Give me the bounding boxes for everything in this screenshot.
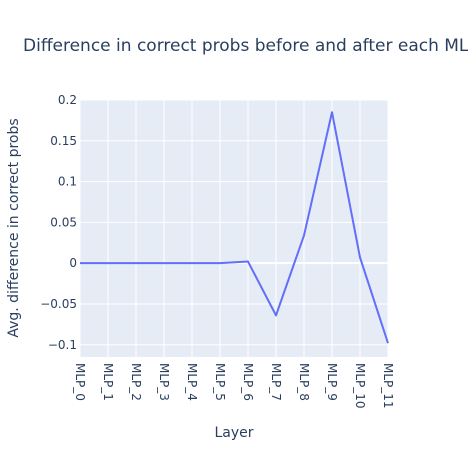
y-tick-label: −0.1 bbox=[48, 338, 77, 352]
grid-lines bbox=[79, 99, 389, 357]
y-tick-label: 0.2 bbox=[58, 93, 77, 107]
x-tick-labels: MLP_0 MLP_1 MLP_2 MLP_3 MLP_4 MLP_5 MLP_6 MLP_7… bbox=[73, 363, 395, 409]
x-tick-label: MLP_0 bbox=[73, 363, 87, 401]
y-tick-labels: −0.1 −0.05 0 0.05 0.1 0.15 0.2 bbox=[40, 93, 77, 352]
x-tick-label: MLP_5 bbox=[213, 363, 227, 401]
y-tick-label: 0.05 bbox=[50, 215, 77, 229]
series-line bbox=[80, 111, 389, 344]
plot-area bbox=[80, 100, 388, 357]
x-axis-title: Layer bbox=[214, 425, 253, 441]
x-tick-label: MLP_7 bbox=[269, 363, 283, 401]
y-tick-label: −0.05 bbox=[40, 297, 77, 311]
x-tick-label: MLP_3 bbox=[157, 363, 171, 401]
x-tick-label: MLP_11 bbox=[381, 363, 395, 409]
y-tick-label: 0.1 bbox=[58, 175, 77, 189]
y-tick-label: 0 bbox=[69, 256, 77, 270]
chart-title: Difference in correct probs before and a… bbox=[23, 36, 468, 56]
x-tick-label: MLP_2 bbox=[129, 363, 143, 401]
x-tick-label: MLP_1 bbox=[101, 363, 115, 401]
x-tick-label: MLP_10 bbox=[353, 363, 367, 409]
x-tick-label: MLP_4 bbox=[185, 363, 199, 401]
x-tick-label: MLP_6 bbox=[241, 363, 255, 401]
x-tick-label: MLP_9 bbox=[325, 363, 339, 401]
y-tick-label: 0.15 bbox=[50, 134, 77, 148]
series-layer bbox=[80, 111, 389, 344]
x-tick-label: MLP_8 bbox=[297, 363, 311, 401]
y-axis-title: Avg. difference in correct probs bbox=[6, 118, 22, 337]
